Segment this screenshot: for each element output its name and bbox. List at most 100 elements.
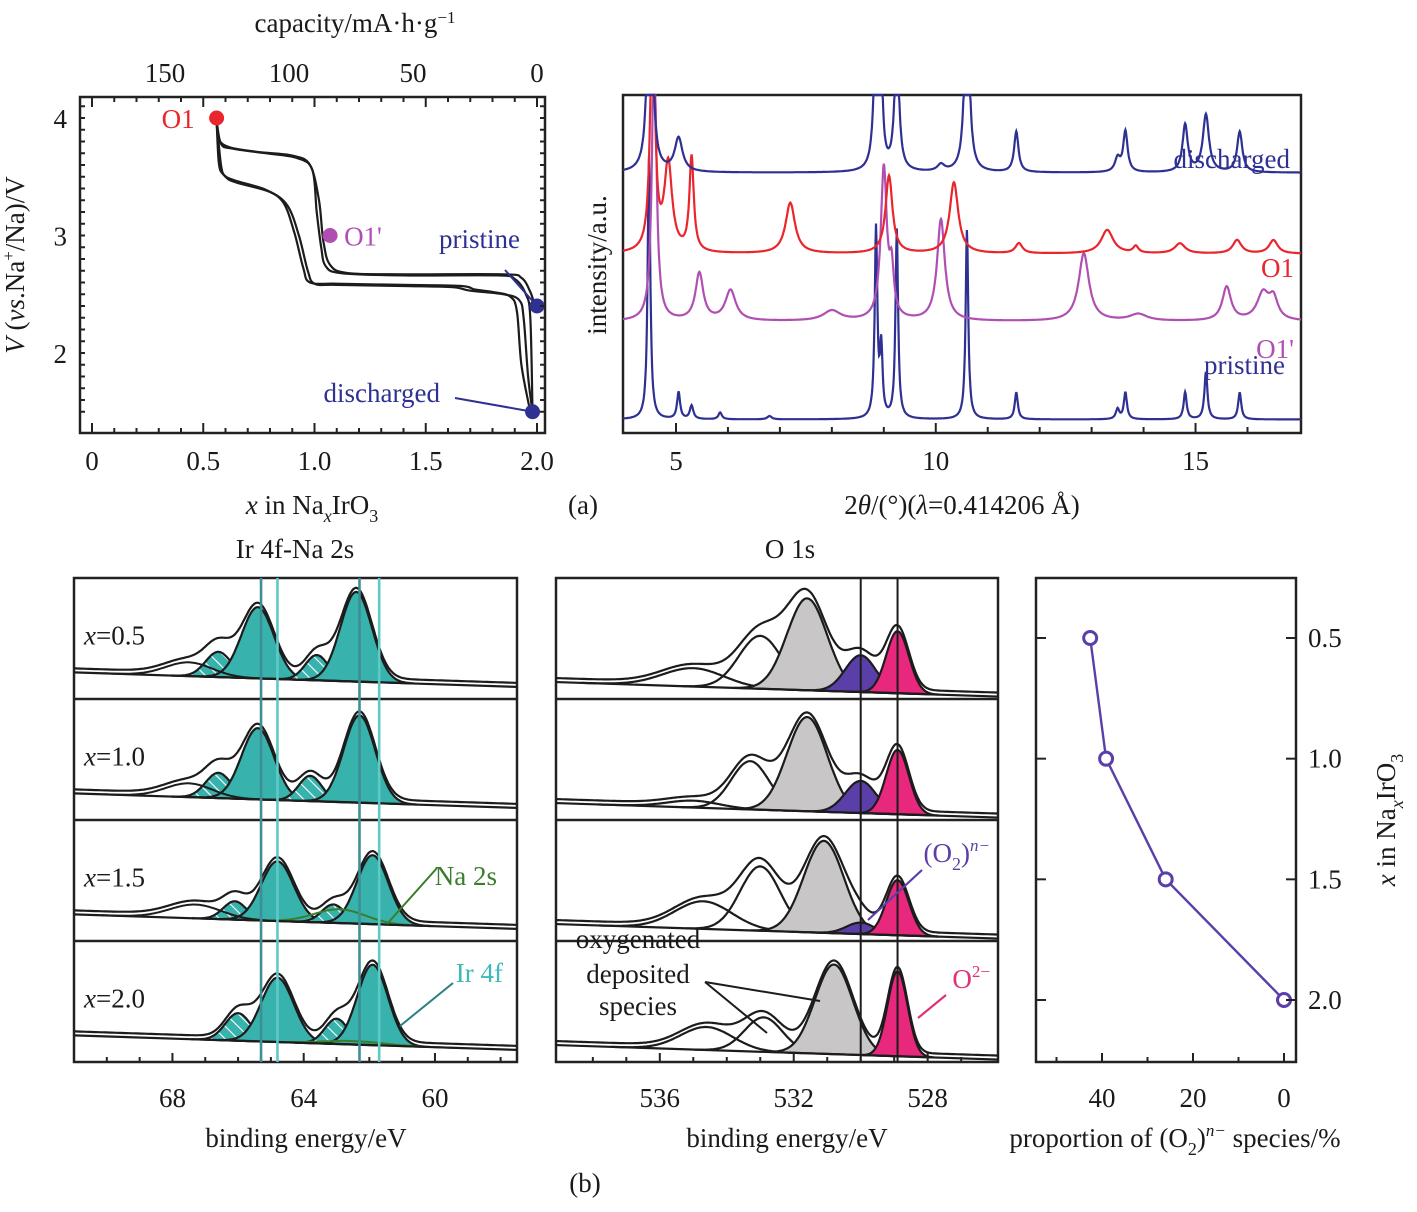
top-axis-ticks: 150 100 50 0 — [145, 58, 544, 88]
plot-frame — [78, 95, 547, 435]
baseline — [555, 1043, 999, 1061]
envelope-fit — [556, 835, 999, 936]
marker-discharged — [525, 404, 541, 420]
x-axis-title: binding energy/eV — [205, 1123, 407, 1153]
series-line-cycle-1 — [215, 120, 536, 307]
series-line-cycle-3 — [215, 120, 534, 412]
x-tick-label: 5 — [669, 446, 683, 476]
envelope-fit — [74, 849, 517, 926]
data-point — [1098, 750, 1115, 767]
series-line-cycle-4 — [215, 120, 532, 413]
annotation-oxide: O2− — [952, 962, 990, 994]
y-tick-label: 2.0 — [1308, 985, 1342, 1015]
state-markers: O1 O1' pristine discharged — [162, 104, 545, 420]
spectrum-row — [555, 697, 999, 819]
x-axis-title: x in NaxIrO3 — [245, 490, 378, 526]
annotation-leader — [704, 981, 768, 1034]
annotation-leader-peroxo — [867, 869, 923, 921]
pattern-label: pristine — [1204, 350, 1285, 380]
y-tick-label: 1.0 — [1308, 744, 1342, 774]
marker-label: O1' — [344, 222, 382, 252]
xrd-pattern-o1 — [622, 93, 1301, 255]
top-tick-label: 0 — [530, 58, 544, 88]
x-tick-label: 68 — [159, 1083, 186, 1113]
marker-leader-line — [454, 397, 533, 413]
x-tick-label: 64 — [290, 1083, 318, 1113]
x-axis-title: binding energy/eV — [686, 1123, 888, 1153]
y-tick-label: 1.5 — [1308, 864, 1342, 894]
annotation-leader-ir4f — [399, 982, 454, 1027]
spectra-rows: x=0.5 x=1.0 x=1.5 x=2.0 — [73, 586, 518, 1051]
voltage-curves — [215, 120, 536, 413]
x-axis-title: proportion of (O2)n− species/% — [1009, 1121, 1340, 1159]
spectrum-row: x=2.0 — [73, 939, 518, 1051]
chart-title: Ir 4f-Na 2s — [236, 534, 354, 564]
annotation-deposited-species: species — [599, 991, 677, 1021]
x-tick-label: 60 — [421, 1083, 448, 1113]
pattern-labels: discharged O1 O1'pristine — [1174, 144, 1294, 380]
xrd-pattern-o1prime — [622, 93, 1301, 322]
x-tick-label: 528 — [907, 1083, 948, 1113]
row-label: x=2.0 — [83, 984, 145, 1014]
x-tick-label: 0 — [85, 446, 99, 476]
annotation-peroxo: (O2)n− — [924, 836, 990, 874]
baseline — [73, 913, 518, 930]
reference-lines — [259, 578, 381, 1062]
y-tick-label: 4 — [54, 104, 68, 134]
x-tick-label: 1.5 — [409, 446, 443, 476]
annotation-na2s: Na 2s — [435, 861, 497, 891]
y-tick-label: 2 — [54, 339, 68, 369]
baseline — [555, 922, 999, 940]
ir4f-peak — [317, 963, 429, 1048]
row-label: x=1.0 — [83, 742, 145, 772]
row-label: x=1.5 — [83, 863, 145, 893]
spectrum-row: x=1.0 — [73, 697, 518, 809]
marker-o1prime — [322, 228, 338, 243]
baseline — [555, 680, 999, 698]
envelope-fit — [556, 959, 999, 1057]
x-tick-label: 532 — [773, 1083, 814, 1113]
top-tick-label: 100 — [269, 58, 310, 88]
baseline — [73, 792, 518, 809]
x-axis-ticks: 68 64 60 — [105, 1053, 502, 1113]
x-tick-label: 40 — [1089, 1083, 1116, 1113]
annotation-leader — [704, 981, 821, 1002]
baseline — [73, 671, 518, 688]
marker-pristine — [529, 298, 545, 314]
annotation-leader-na2s — [386, 867, 438, 925]
panel-a-voltage-chart: capacity/mA·h·g−1 150 100 50 0 O1 O1' pristin… — [0, 8, 598, 527]
x-tick-label: 0 — [1277, 1083, 1291, 1113]
data-point — [1082, 630, 1099, 646]
annotations: Na 2s Ir 4f — [386, 861, 503, 1027]
y-axis-ticks: 0.5 1.0 1.5 2.0 — [1036, 623, 1342, 1015]
proportion-line-series — [1089, 637, 1285, 1001]
reference-lines — [859, 578, 899, 1062]
frame-border — [1034, 576, 1298, 1064]
spectrum-row: x=0.5 — [73, 586, 518, 688]
envelope-fit — [556, 711, 999, 815]
envelope-fit — [74, 959, 517, 1047]
panel-a-xrd-chart: discharged O1 O1'pristine 5 10 15 intensity/… — [582, 93, 1303, 520]
annotation-deposited-species: oxygenated — [576, 924, 701, 954]
row-label: x=0.5 — [83, 621, 145, 651]
x-axis-title: 2θ/(°)(λ=0.414206 Å) — [844, 490, 1079, 520]
top-tick-label: 150 — [145, 58, 186, 88]
marker-o1 — [209, 110, 225, 126]
x-axis-ticks: 5 10 15 — [669, 423, 1249, 476]
x-axis-ticks: 536 532 528 — [591, 1053, 963, 1113]
y-axis-title: intensity/a.u. — [582, 195, 612, 334]
x-tick-label: 536 — [640, 1083, 681, 1113]
o1s-deposited-peak — [750, 839, 898, 937]
panel-b-label: (b) — [569, 1168, 600, 1198]
annotation-ir4f: Ir 4f — [456, 958, 503, 988]
panel-b-proportion-chart: 40 20 0 0.5 1.0 1.5 2.0 proportion of (O2)n− … — [1009, 576, 1407, 1159]
x-axis-ticks: 0 0.5 1.0 1.5 2.0 — [85, 97, 554, 476]
x-tick-label: 1.0 — [298, 446, 332, 476]
annotation-deposited-species: deposited — [586, 959, 690, 989]
y-axis-ticks: 2 3 4 — [54, 104, 545, 413]
series-line-cycle-2 — [215, 120, 534, 412]
top-axis-title: capacity/mA·h·g−1 — [254, 8, 455, 39]
